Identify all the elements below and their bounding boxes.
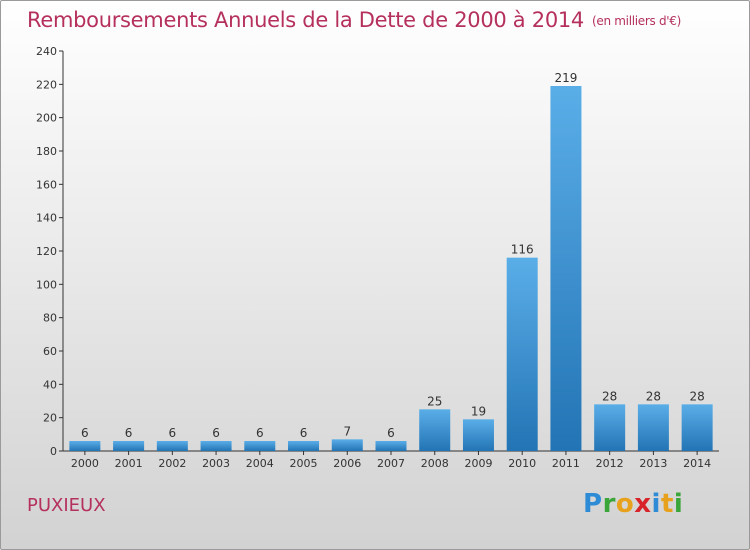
bar-value-label: 19: [471, 404, 486, 418]
y-tick-label: 20: [43, 412, 57, 425]
x-tick-label: 2007: [377, 457, 405, 470]
bar-2012: [594, 404, 626, 451]
bar-value-label: 28: [646, 389, 661, 403]
commune-name: PUXIEUX: [27, 495, 106, 516]
bar-value-label: 116: [511, 243, 534, 257]
x-tick-label: 2008: [421, 457, 449, 470]
bar-2005: [288, 441, 320, 451]
x-tick-label: 2000: [71, 457, 99, 470]
x-tick-label: 2013: [639, 457, 667, 470]
logo-letter: i: [673, 489, 684, 519]
bar-value-label: 6: [256, 426, 264, 440]
logo-letter: t: [660, 489, 674, 519]
y-tick-label: 40: [43, 378, 57, 391]
logo-letter: i: [651, 489, 661, 519]
x-tick-label: 2001: [115, 457, 143, 470]
bar-2003: [200, 441, 232, 451]
logo-letter: P: [583, 489, 603, 519]
y-tick-label: 160: [36, 178, 57, 191]
bar-2006: [331, 439, 363, 451]
y-tick-label: 140: [36, 212, 57, 225]
x-tick-label: 2009: [464, 457, 492, 470]
bar-2000: [69, 441, 101, 451]
bar-2008: [419, 409, 451, 451]
bar-2014: [681, 404, 713, 451]
bar-value-label: 6: [169, 426, 177, 440]
bars: 6 6 6 6 6 6 7 6 25 19 116 219 28 28 28: [69, 71, 713, 451]
bar-value-label: 6: [387, 426, 395, 440]
bar-2001: [113, 441, 145, 451]
logo-letter: r: [602, 489, 616, 519]
bar-2010: [506, 257, 538, 451]
x-tick-label: 2005: [290, 457, 318, 470]
y-tick-label: 200: [36, 112, 57, 125]
y-tick-label: 80: [43, 312, 57, 325]
x-tick-label: 2012: [596, 457, 624, 470]
bar-value-label: 219: [554, 71, 577, 85]
logo-letter: o: [615, 489, 635, 519]
y-tick-label: 100: [36, 278, 57, 291]
x-tick-label: 2011: [552, 457, 580, 470]
bar-2013: [637, 404, 669, 451]
bar-value-label: 28: [602, 389, 617, 403]
logo-letter: x: [634, 489, 652, 519]
bar-2011: [550, 86, 582, 451]
proxiti-logo: Proxiti: [583, 489, 683, 519]
x-tick-label: 2006: [333, 457, 361, 470]
bar-2007: [375, 441, 407, 451]
bar-2004: [244, 441, 276, 451]
bar-value-label: 28: [689, 389, 704, 403]
chart-unit: (en milliers d'€): [592, 14, 682, 28]
bar-value-label: 6: [81, 426, 89, 440]
x-axis: 2000 2001 2002 2003 2004 2005 2006 2007 2008 2009…: [63, 450, 719, 470]
bar-value-label: 6: [300, 426, 308, 440]
y-tick-label: 220: [36, 78, 57, 91]
x-tick-label: 2004: [246, 457, 274, 470]
y-tick-label: 60: [43, 345, 57, 358]
y-tick-label: 120: [36, 245, 57, 258]
bar-value-label: 25: [427, 394, 442, 408]
x-tick-label: 2002: [158, 457, 186, 470]
chart-title: Remboursements Annuels de la Dette de 20…: [27, 8, 681, 32]
y-axis: 0 20 40 60 80 100 120 140 160 180 200 220 240: [36, 45, 64, 458]
bar-2002: [156, 441, 188, 451]
x-tick-label: 2014: [683, 457, 711, 470]
chart-title-text: Remboursements Annuels de la Dette de 20…: [27, 8, 584, 32]
y-tick-label: 240: [36, 45, 57, 58]
bar-value-label: 6: [212, 426, 220, 440]
x-tick-label: 2003: [202, 457, 230, 470]
bar-2009: [462, 419, 494, 451]
x-tick-label: 2010: [508, 457, 536, 470]
y-tick-label: 0: [50, 445, 57, 458]
y-tick-label: 180: [36, 145, 57, 158]
bar-value-label: 6: [125, 426, 133, 440]
bar-value-label: 7: [343, 424, 351, 438]
